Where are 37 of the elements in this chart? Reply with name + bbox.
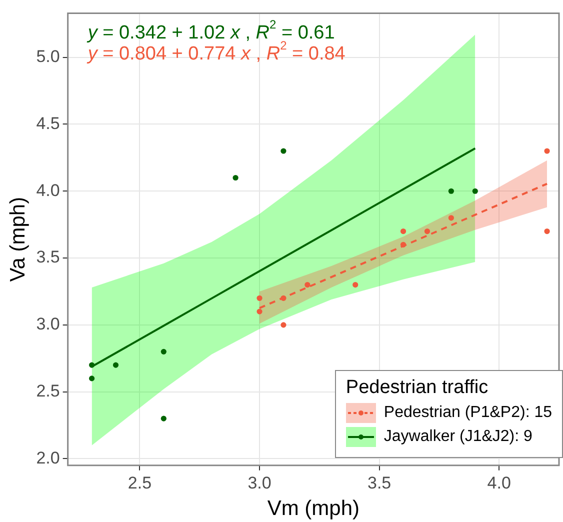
point xyxy=(400,242,406,248)
legend-title: Pedestrian traffic xyxy=(346,377,490,399)
point xyxy=(400,228,406,234)
legend-label: Pedestrian (P1&P2): 15 xyxy=(384,404,552,422)
y-axis-title: Va (mph) xyxy=(6,196,30,282)
point xyxy=(544,228,550,234)
point xyxy=(256,308,262,314)
x-tick-label: 3.5 xyxy=(367,473,392,492)
x-tick-label: 3.0 xyxy=(248,473,272,492)
point xyxy=(280,295,286,301)
point xyxy=(112,362,119,368)
legend-label: Jaywalker (J1&J2): 9 xyxy=(384,428,532,446)
point xyxy=(352,282,358,288)
point xyxy=(544,148,550,154)
point xyxy=(424,228,430,234)
point xyxy=(280,322,286,328)
y-tick-label: 4.0 xyxy=(36,180,60,200)
point xyxy=(88,362,95,368)
x-tick-label: 2.5 xyxy=(128,473,152,492)
point xyxy=(448,215,454,221)
x-axis-title: Vm (mph) xyxy=(267,497,360,520)
point xyxy=(448,188,454,194)
y-tick-label: 2.0 xyxy=(36,448,60,468)
point xyxy=(280,148,286,154)
y-tick-label: 2.5 xyxy=(36,382,60,401)
point xyxy=(304,282,310,288)
point xyxy=(88,376,95,382)
point xyxy=(256,295,262,301)
y-tick-label: 5.0 xyxy=(36,47,60,66)
x-tick-label: 4.0 xyxy=(487,473,511,492)
point xyxy=(472,188,478,194)
y-tick-label: 3.5 xyxy=(36,248,60,267)
point xyxy=(160,416,166,422)
y-tick-label: 4.5 xyxy=(36,114,60,133)
y-tick-label: 3.0 xyxy=(36,314,60,334)
point xyxy=(160,348,166,354)
point xyxy=(232,174,238,181)
